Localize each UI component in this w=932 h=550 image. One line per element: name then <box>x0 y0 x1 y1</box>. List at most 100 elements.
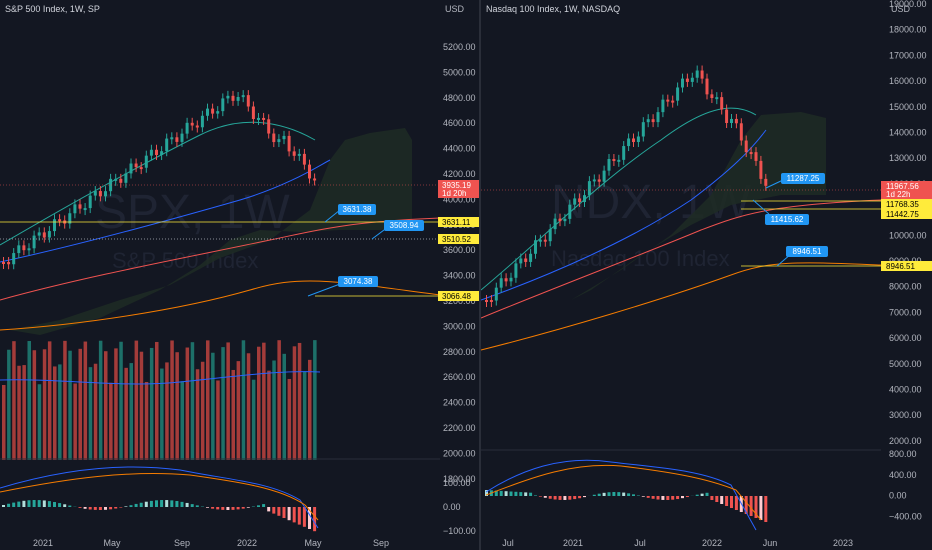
price-tick-label: 400.00 <box>889 470 917 480</box>
price-tick-label: 4000.00 <box>443 194 476 204</box>
svg-text:3074.38: 3074.38 <box>344 277 373 286</box>
svg-text:11967.56: 11967.56 <box>886 182 919 191</box>
spx-chart-pane[interactable]: SPX, 1W S&P 500 Index 3631.38 3508.94 <box>0 0 479 550</box>
svg-text:11768.35: 11768.35 <box>886 200 919 209</box>
date-tick-label: Sep <box>373 538 389 548</box>
date-tick-label: Jul <box>634 538 646 548</box>
date-tick-label: Sep <box>174 538 190 548</box>
price-tick-label: 1800.00 <box>443 474 476 484</box>
svg-text:11415.62: 11415.62 <box>771 215 804 224</box>
spx-level-tag-2: 3510.52 <box>438 234 479 244</box>
price-tick-label: 2200.00 <box>443 423 476 433</box>
ndx-chart-canvas[interactable]: NDX, 1W Nasdaq 100 Index 11287.25 11415.… <box>481 0 932 550</box>
svg-text:3066.48: 3066.48 <box>442 292 471 301</box>
ndx-macd-line <box>485 459 757 531</box>
price-tick-label: 4400.00 <box>443 144 476 154</box>
spx-chart-canvas[interactable]: SPX, 1W S&P 500 Index 3631.38 3508.94 <box>0 0 479 550</box>
spx-ma-red-line <box>0 217 441 301</box>
spx-level-tag-3: 3066.48 <box>438 291 479 301</box>
ndx-ichimoku-cloud <box>571 112 826 300</box>
ndx-level-tag-3: 8946.51 <box>881 261 932 271</box>
price-tick-label: 18000.00 <box>889 25 927 35</box>
svg-text:3631.38: 3631.38 <box>343 205 372 214</box>
ndx-callout-1[interactable]: 11287.25 <box>765 173 825 189</box>
spx-osc-tick-labels: 100.00 0.00 −100.00 <box>443 478 476 536</box>
spx-signal-line <box>0 473 319 521</box>
svg-text:Nasdaq 100 Index: Nasdaq 100 Index <box>551 246 730 271</box>
price-tick-label: 3600.00 <box>443 245 476 255</box>
price-tick-label: 2000.00 <box>443 448 476 458</box>
ndx-level-tag-2: 11442.75 <box>881 209 932 219</box>
pane-divider[interactable] <box>479 0 481 550</box>
svg-text:3935.19: 3935.19 <box>442 181 471 190</box>
price-tick-label: 17000.00 <box>889 50 927 60</box>
price-tick-label: 14000.00 <box>889 128 927 138</box>
price-tick-label: 8000.00 <box>889 282 922 292</box>
ndx-signal-line <box>485 464 762 521</box>
price-tick-label: 2000.00 <box>889 436 922 446</box>
date-tick-label: May <box>304 538 322 548</box>
ndx-candles <box>485 65 768 307</box>
svg-text:11287.25: 11287.25 <box>787 174 820 183</box>
spx-currency-label: USD <box>445 4 465 14</box>
svg-text:3631.11: 3631.11 <box>442 218 471 227</box>
ndx-chart-pane[interactable]: NDX, 1W Nasdaq 100 Index 11287.25 11415.… <box>481 0 932 550</box>
price-tick-label: 2600.00 <box>443 372 476 382</box>
ndx-time-axis[interactable]: Jul 2021 Jul 2022 Jun 2023 <box>502 538 853 548</box>
price-tick-label: 3000.00 <box>443 321 476 331</box>
spx-callout-2[interactable]: 3508.94 <box>371 220 424 240</box>
price-tick-label: 4800.00 <box>443 93 476 103</box>
svg-text:1d 22h: 1d 22h <box>886 190 910 199</box>
spx-macd-histogram <box>2 500 317 532</box>
spx-ichimoku-cloud <box>10 128 412 335</box>
ndx-currency-label: USD <box>891 4 911 14</box>
price-tick-label: 3000.00 <box>889 410 922 420</box>
spx-last-price-tag: 3935.19 1d 20h <box>438 180 479 198</box>
spx-level-tag-1: 3631.11 <box>438 217 479 227</box>
spx-watermark: SPX, 1W S&P 500 Index <box>95 186 290 273</box>
price-tick-label: −400.00 <box>889 511 922 521</box>
spx-macd-line <box>0 466 319 529</box>
spx-callout-1[interactable]: 3631.38 <box>324 204 376 223</box>
ndx-macd-histogram <box>485 490 768 522</box>
price-tick-label: 800.00 <box>889 449 917 459</box>
price-tick-label: −100.00 <box>443 526 476 536</box>
spx-volume-bars <box>2 340 317 460</box>
svg-text:8946.51: 8946.51 <box>886 262 915 271</box>
svg-text:8946.51: 8946.51 <box>793 247 822 256</box>
date-tick-label: May <box>103 538 121 548</box>
price-tick-label: 2400.00 <box>443 398 476 408</box>
ndx-callout-3[interactable]: 8946.51 <box>776 246 828 267</box>
price-tick-label: 0.00 <box>889 491 907 501</box>
price-tick-label: 10000.00 <box>889 230 927 240</box>
date-tick-label: Jul <box>502 538 514 548</box>
price-tick-label: 0.00 <box>443 502 461 512</box>
price-tick-label: 4000.00 <box>889 385 922 395</box>
price-tick-label: 16000.00 <box>889 76 927 86</box>
ndx-ma-200-line <box>481 262 882 351</box>
ndx-ma-red-line <box>481 199 882 319</box>
ndx-symbol-title[interactable]: Nasdaq 100 Index, 1W, NASDAQ <box>486 4 621 14</box>
spx-callout-3[interactable]: 3074.38 <box>307 276 378 297</box>
spx-volume-ma-line <box>0 371 321 385</box>
price-tick-label: 3400.00 <box>443 271 476 281</box>
svg-text:3508.94: 3508.94 <box>390 221 419 230</box>
price-tick-label: 13000.00 <box>889 153 927 163</box>
date-tick-label: 2021 <box>563 538 583 548</box>
price-tick-label: 6000.00 <box>889 333 922 343</box>
date-tick-label: 2022 <box>702 538 722 548</box>
spx-time-axis[interactable]: 2021 May Sep 2022 May Sep <box>33 538 389 548</box>
ndx-callout-2[interactable]: 11415.62 <box>752 199 809 225</box>
date-tick-label: 2023 <box>833 538 853 548</box>
date-tick-label: Jun <box>763 538 778 548</box>
svg-text:SPX, 1W: SPX, 1W <box>95 186 290 239</box>
ndx-level-tag-1: 11768.35 <box>881 199 932 209</box>
spx-symbol-title[interactable]: S&P 500 Index, 1W, SP <box>5 4 100 14</box>
ndx-price-axis[interactable] <box>881 0 932 550</box>
price-tick-label: 2800.00 <box>443 347 476 357</box>
spx-candles <box>2 90 317 270</box>
price-tick-label: 100.00 <box>443 478 471 488</box>
price-tick-label: 7000.00 <box>889 307 922 317</box>
spx-price-axis[interactable] <box>440 0 479 550</box>
price-tick-label: 4600.00 <box>443 118 476 128</box>
